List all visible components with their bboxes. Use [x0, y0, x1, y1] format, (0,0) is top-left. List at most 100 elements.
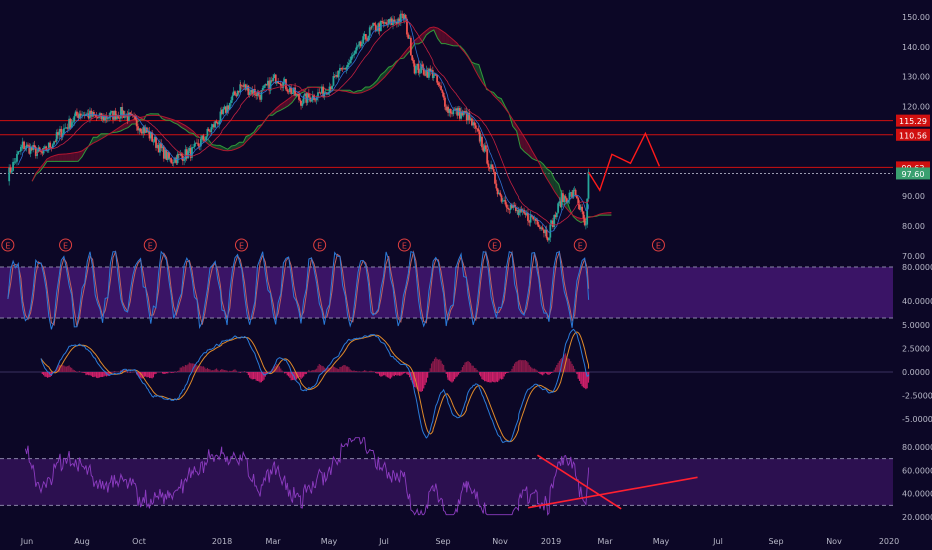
price-axis-tick: 80.00: [902, 222, 925, 231]
macd-histogram-bar: [437, 359, 440, 372]
macd-histogram-bar: [419, 372, 421, 392]
candle-body: [344, 68, 347, 70]
macd-histogram-bar: [506, 372, 508, 374]
candle-body: [194, 142, 197, 144]
candle-body: [166, 152, 169, 160]
rsi-trendline[interactable]: [528, 476, 698, 509]
macd-histogram-bar: [544, 372, 546, 373]
macd-histogram-bar: [344, 365, 346, 372]
macd-histogram-bar: [411, 372, 413, 383]
candle-body: [404, 14, 407, 19]
candle-body: [350, 56, 353, 61]
macd-histogram-bar: [582, 372, 585, 388]
candle-body: [148, 131, 151, 139]
candle-body: [304, 93, 306, 96]
candle-body: [364, 34, 367, 40]
macd-histogram-bar: [86, 372, 88, 375]
candle-body: [273, 74, 276, 79]
earnings-marker[interactable]: [397, 238, 411, 252]
candle-body: [137, 126, 139, 131]
macd-histogram-bar: [373, 371, 375, 372]
macd-histogram-bar: [371, 371, 373, 372]
macd-histogram-bar: [113, 370, 115, 372]
earnings-marker[interactable]: [488, 238, 502, 252]
macd-histogram-bar: [554, 367, 557, 372]
candle-body: [14, 161, 17, 163]
earnings-marker[interactable]: [234, 238, 248, 252]
macd-histogram-bar: [61, 365, 64, 372]
macd-histogram-bar: [290, 372, 292, 381]
candle-body: [501, 200, 504, 202]
macd-histogram-bar: [258, 372, 260, 382]
candle-body: [162, 146, 165, 159]
earnings-marker[interactable]: [651, 238, 665, 252]
candle-body: [138, 128, 141, 131]
candle-body: [109, 112, 112, 118]
candle-body: [252, 88, 255, 95]
macd-histogram-bar: [225, 370, 227, 372]
candle-body: [232, 91, 235, 96]
earnings-marker-label: E: [239, 242, 244, 251]
macd-histogram-bar: [475, 368, 477, 372]
macd-histogram-bar: [397, 372, 399, 376]
candle-body: [168, 152, 170, 159]
macd-histogram-bar: [145, 372, 147, 377]
rsi-trendline[interactable]: [537, 454, 622, 510]
candle-body: [431, 70, 434, 79]
macd-histogram-bar: [522, 360, 524, 372]
candle-body: [159, 143, 161, 153]
macd-histogram-bar: [125, 370, 127, 372]
candle-body: [256, 91, 259, 96]
earnings-marker[interactable]: [1, 238, 15, 252]
macd-histogram-bar: [376, 372, 378, 374]
macd-histogram-bar: [432, 361, 434, 372]
macd-histogram-bar: [331, 366, 333, 372]
rsi-axis-tick: 20.0000: [902, 513, 932, 522]
candle-body: [62, 128, 65, 134]
earnings-marker[interactable]: [573, 238, 587, 252]
time-axis-tick: May: [321, 537, 338, 546]
macd-histogram-bar: [212, 370, 214, 372]
candle-body: [477, 128, 480, 132]
earnings-marker[interactable]: [59, 238, 73, 252]
candle-body: [387, 19, 390, 25]
candle-body: [236, 91, 239, 97]
candle-body: [108, 117, 111, 119]
macd-histogram-bar: [187, 364, 189, 372]
candle-body: [311, 94, 314, 101]
earnings-marker[interactable]: [313, 238, 327, 252]
earnings-marker[interactable]: [143, 238, 157, 252]
price-badge: [896, 167, 930, 180]
candle-body: [465, 111, 468, 121]
macd-histogram-bar: [450, 372, 452, 382]
candle-body: [170, 158, 173, 163]
candle-body: [429, 68, 432, 72]
macd-histogram-bar: [332, 366, 335, 372]
macd-histogram-bar: [154, 372, 156, 375]
macd-histogram-bar: [63, 365, 65, 372]
candle-body: [117, 115, 120, 118]
macd-histogram-bar: [536, 370, 538, 372]
candle-body: [235, 94, 238, 97]
candle-body: [409, 37, 412, 56]
candle-body: [437, 82, 440, 86]
macd-histogram-bar: [68, 365, 70, 372]
macd-histogram-bar: [64, 366, 66, 372]
candle-body: [525, 212, 528, 215]
candle-body: [92, 112, 95, 116]
time-axis-tick: 2020: [879, 537, 899, 546]
candle-body: [534, 218, 537, 221]
candle-body: [458, 108, 461, 119]
macd-axis-tick: 5.0000: [902, 321, 930, 330]
cloud-segment: [373, 80, 377, 88]
macd-histogram-bar: [67, 366, 69, 372]
macd-histogram-bar: [223, 370, 226, 372]
candle-body: [362, 36, 365, 44]
candle-body: [237, 91, 240, 93]
macd-histogram-bar: [286, 372, 288, 376]
candle-body: [517, 212, 520, 216]
macd-histogram-bar: [250, 372, 252, 379]
candle-body: [82, 114, 85, 116]
